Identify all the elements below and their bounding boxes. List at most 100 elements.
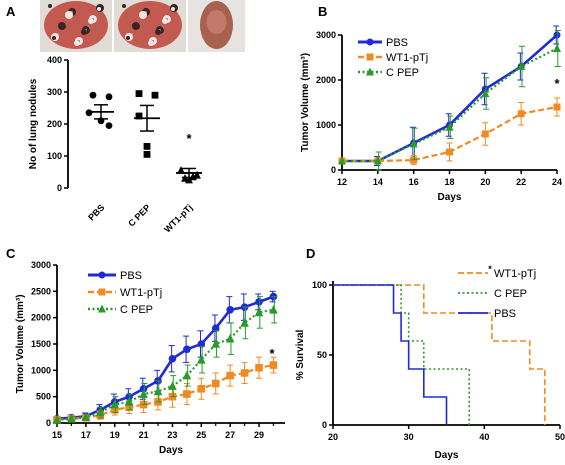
data-point-C PEP	[373, 156, 382, 165]
legend-swatch-marker	[98, 304, 106, 313]
significance-asterisk: *	[186, 131, 192, 146]
x-tick-label: 22	[516, 177, 526, 187]
series-line-PBS	[56, 295, 274, 421]
y-axis-title: No of lung nodules	[28, 78, 39, 169]
data-point-C PEP	[254, 307, 264, 317]
data-point-WT1-pTj	[553, 103, 561, 111]
category-label: PBS	[86, 202, 106, 222]
data-point	[143, 143, 151, 150]
legend-swatch-marker	[366, 67, 374, 76]
data-point-PBS	[197, 340, 206, 348]
data-point	[85, 109, 93, 117]
survival-curve-PBS	[333, 284, 448, 425]
clean-lung-photo	[188, 0, 245, 52]
legend-label: PBS	[494, 308, 516, 320]
y-tick-label: 1500	[31, 339, 51, 349]
x-tick-label: 21	[139, 430, 149, 440]
data-point-WT1-pTj	[125, 403, 133, 411]
data-point-PBS	[211, 324, 220, 333]
data-point	[189, 172, 197, 181]
y-tick-label: 1000	[316, 120, 336, 130]
data-point-WT1-pTj	[446, 148, 453, 156]
data-point	[135, 90, 143, 97]
y-tick-label: 400	[47, 55, 62, 65]
y-tick-label: 0	[322, 420, 327, 430]
x-tick-label: 17	[81, 430, 91, 440]
survival-curve-C PEP	[333, 284, 471, 425]
series-line-WT1-pTj	[56, 363, 274, 421]
x-tick-label: 50	[555, 432, 565, 442]
data-point-C PEP	[124, 397, 134, 406]
data-point-WT1-pTj	[183, 390, 191, 398]
panel-letter-d: D	[306, 246, 315, 261]
data-point-PBS	[183, 345, 191, 354]
data-point-C PEP	[95, 407, 105, 417]
data-point-PBS	[553, 31, 561, 39]
x-tick-label: 15	[52, 430, 62, 440]
y-tick-label: 3000	[31, 260, 51, 270]
data-point	[97, 117, 105, 125]
data-point-C PEP	[338, 156, 346, 165]
y-tick-label: 500	[36, 392, 51, 402]
data-point	[177, 166, 185, 174]
data-point-C PEP	[225, 333, 235, 343]
data-point-WT1-pTj	[240, 369, 249, 377]
data-point	[105, 93, 113, 101]
data-point-C PEP	[67, 413, 76, 423]
y-axis-title: Tumor Volume (mm³)	[15, 294, 26, 393]
x-tick-label: 23	[167, 430, 177, 440]
x-tick-label: 25	[196, 430, 206, 440]
data-point-C PEP	[517, 62, 526, 70]
data-point	[89, 91, 97, 99]
y-axis-title: Tumor Volume (mm³)	[300, 53, 311, 152]
survival-curve-WT1-pTj	[333, 284, 546, 425]
significance-asterisk: *	[488, 264, 492, 274]
y-tick-label: 200	[47, 119, 62, 129]
data-point-WT1-pTj	[481, 130, 489, 138]
data-point-C PEP	[52, 415, 62, 424]
data-point-C PEP	[197, 355, 206, 364]
data-point-PBS	[139, 384, 148, 393]
y-tick-label: 100	[312, 280, 327, 290]
series-line-PBS	[342, 34, 558, 163]
legend-swatch-marker	[366, 53, 374, 61]
treated-tumor-lung-photo	[114, 0, 186, 52]
legend-swatch-marker	[98, 288, 106, 296]
data-point-C PEP	[81, 412, 91, 422]
data-point-C PEP	[481, 89, 490, 97]
y-tick-label: 0	[57, 183, 62, 193]
x-tick-label: 20	[328, 432, 338, 442]
data-point-C PEP	[553, 44, 561, 52]
panel-letter-c: C	[6, 246, 16, 261]
x-tick-label: 12	[337, 177, 347, 187]
panel-letter-b: B	[318, 4, 327, 19]
y-tick-label: 50	[317, 350, 327, 360]
data-point-WT1-pTj	[197, 384, 206, 393]
data-point-WT1-pTj	[517, 110, 525, 118]
x-tick-label: 20	[480, 177, 490, 187]
y-tick-label: 2000	[31, 313, 51, 323]
data-point-PBS	[226, 305, 234, 314]
treated-tumor-lung-photo	[40, 0, 112, 52]
panel-letter-a: A	[6, 4, 16, 19]
legend-label: C PEP	[494, 288, 527, 300]
legend-label: PBS	[120, 270, 142, 282]
data-point-C PEP	[445, 122, 454, 131]
legend-label: C PEP	[386, 67, 419, 79]
legend-label: PBS	[386, 37, 408, 49]
data-point-C PEP	[211, 339, 221, 348]
data-point	[181, 174, 189, 182]
data-point-PBS	[255, 298, 263, 306]
data-point	[143, 151, 151, 158]
y-tick-label: 2000	[316, 75, 336, 85]
x-tick-label: 16	[409, 177, 419, 187]
x-axis-title: Days	[435, 450, 459, 461]
legend-label: WT1-pTj	[120, 287, 162, 299]
y-tick-label: 300	[47, 87, 62, 97]
y-tick-label: 1000	[31, 365, 51, 375]
legend-swatch-marker	[366, 38, 374, 46]
x-tick-label: 24	[552, 177, 562, 187]
data-point-PBS	[168, 354, 177, 363]
data-point	[135, 112, 143, 120]
